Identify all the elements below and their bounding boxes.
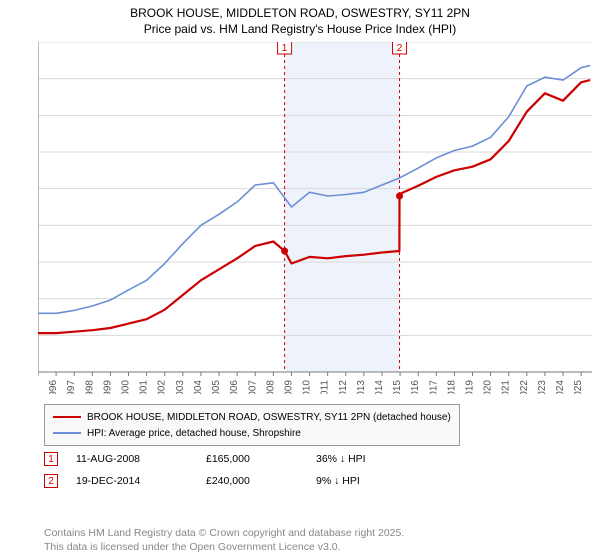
svg-text:1996: 1996 [48,380,59,394]
svg-text:2018: 2018 [446,380,457,394]
sale-row: 2 19-DEC-2014£240,0009% ↓ HPI [44,470,436,492]
svg-text:2010: 2010 [302,380,313,394]
svg-text:1995: 1995 [38,380,41,394]
svg-text:2025: 2025 [573,380,584,394]
title-line-2: Price paid vs. HM Land Registry's House … [0,22,600,38]
svg-text:1998: 1998 [84,380,95,394]
svg-text:2014: 2014 [374,380,385,394]
svg-text:2012: 2012 [338,380,349,394]
svg-text:2022: 2022 [519,380,530,394]
svg-text:2024: 2024 [555,380,566,394]
svg-text:2006: 2006 [229,380,240,394]
footer: Contains HM Land Registry data © Crown c… [44,526,404,554]
svg-text:2005: 2005 [211,380,222,394]
svg-text:2016: 2016 [410,380,421,394]
legend-swatch [53,432,81,434]
svg-text:2017: 2017 [428,380,439,394]
sales-table: 1 11-AUG-2008£165,00036% ↓ HPI 2 19-DEC-201… [44,448,436,492]
svg-text:2021: 2021 [501,380,512,394]
svg-text:2002: 2002 [157,380,168,394]
sale-delta: 36% ↓ HPI [316,453,436,465]
svg-text:2009: 2009 [283,380,294,394]
legend-label: HPI: Average price, detached house, Shro… [87,428,301,439]
chart-area: £0£50K£100K£150K£200K£250K£300K£350K£400… [38,42,592,394]
sale-delta: 9% ↓ HPI [316,475,436,487]
sale-marker: 2 [44,474,58,488]
svg-text:2015: 2015 [392,380,403,394]
sale-price: £165,000 [206,453,316,465]
svg-text:2007: 2007 [247,380,258,394]
line-chart: £0£50K£100K£150K£200K£250K£300K£350K£400… [38,42,592,394]
svg-text:1997: 1997 [66,380,77,394]
sale-price: £240,000 [206,475,316,487]
svg-text:2011: 2011 [320,380,331,394]
svg-text:2003: 2003 [175,380,186,394]
svg-text:2000: 2000 [121,380,132,394]
sale-marker: 1 [44,452,58,466]
svg-text:1: 1 [282,43,288,54]
legend: BROOK HOUSE, MIDDLETON ROAD, OSWESTRY, S… [44,404,460,446]
sale-row: 1 11-AUG-2008£165,00036% ↓ HPI [44,448,436,470]
svg-text:2019: 2019 [465,380,476,394]
footer-line-1: Contains HM Land Registry data © Crown c… [44,526,404,540]
svg-text:1999: 1999 [102,380,113,394]
svg-text:2001: 2001 [139,380,150,394]
legend-swatch [53,416,81,418]
svg-text:2023: 2023 [537,380,548,394]
title-line-1: BROOK HOUSE, MIDDLETON ROAD, OSWESTRY, S… [0,6,600,22]
svg-text:2008: 2008 [265,380,276,394]
svg-text:2013: 2013 [356,380,367,394]
sale-date: 19-DEC-2014 [76,475,206,487]
chart-title: BROOK HOUSE, MIDDLETON ROAD, OSWESTRY, S… [0,0,600,41]
legend-item: BROOK HOUSE, MIDDLETON ROAD, OSWESTRY, S… [53,409,451,425]
sale-date: 11-AUG-2008 [76,453,206,465]
svg-text:2004: 2004 [193,380,204,394]
legend-item: HPI: Average price, detached house, Shro… [53,425,451,441]
svg-text:2: 2 [397,43,403,54]
svg-text:2020: 2020 [483,380,494,394]
legend-label: BROOK HOUSE, MIDDLETON ROAD, OSWESTRY, S… [87,412,451,423]
footer-line-2: This data is licensed under the Open Gov… [44,540,404,554]
